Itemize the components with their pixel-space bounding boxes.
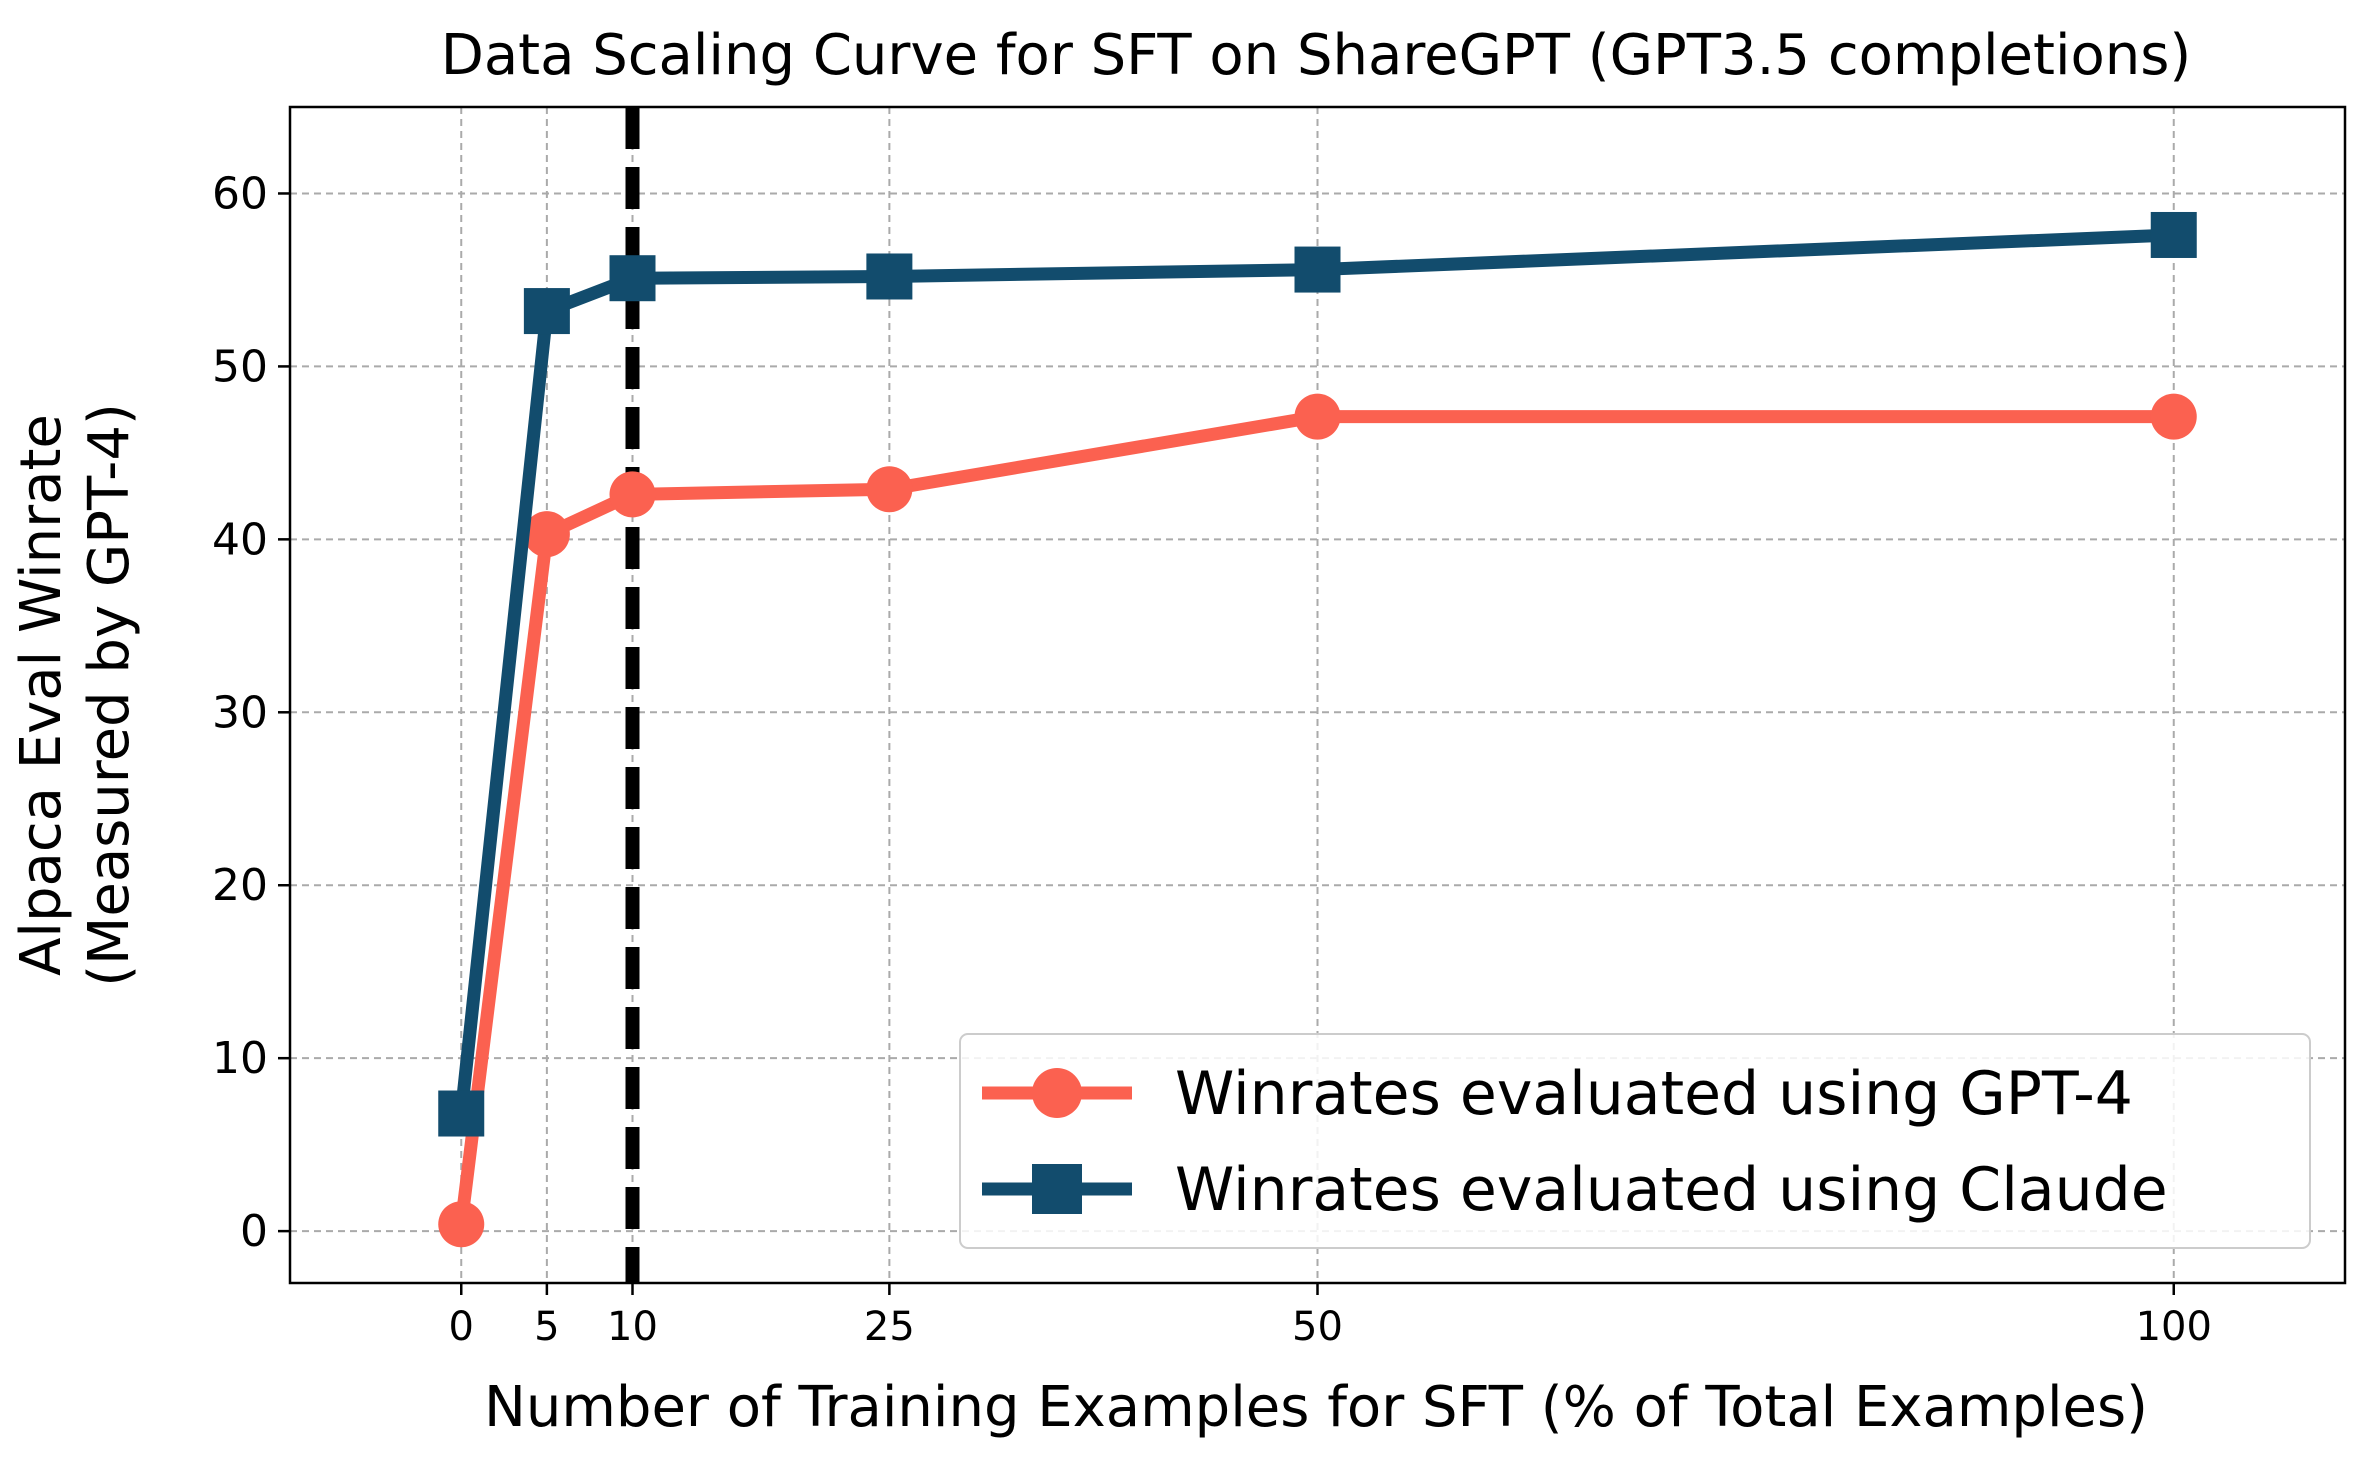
y-axis-label-line-2: (Measured by GPT-4) xyxy=(77,403,142,987)
data-point-circle xyxy=(2150,393,2197,440)
x-tick-label: 25 xyxy=(864,1304,915,1350)
x-tick-label: 5 xyxy=(534,1304,559,1350)
x-tick-label: 10 xyxy=(607,1304,658,1350)
series-layer xyxy=(438,211,2197,1248)
y-tick-label: 20 xyxy=(212,860,268,911)
series-1 xyxy=(438,393,2197,1248)
data-point-square xyxy=(523,288,570,335)
data-point-square xyxy=(2150,211,2197,258)
y-tick-label: 10 xyxy=(212,1033,268,1084)
legend-square-icon xyxy=(1032,1164,1082,1214)
y-axis-label-line-1: Alpaca Eval Winrate xyxy=(9,414,74,976)
legend-label: Winrates evaluated using Claude xyxy=(1175,1155,2168,1225)
x-tick-label: 0 xyxy=(449,1304,474,1350)
data-point-circle xyxy=(609,471,656,518)
y-tick-label: 0 xyxy=(240,1206,268,1257)
y-tick-label: 30 xyxy=(212,687,268,738)
data-point-square xyxy=(1294,246,1341,293)
data-point-square xyxy=(866,253,913,300)
data-point-square xyxy=(438,1090,485,1137)
x-tick-label: 100 xyxy=(2136,1304,2212,1350)
series-line xyxy=(454,410,2174,1226)
x-tick-label: 50 xyxy=(1292,1304,1343,1350)
legend-label: Winrates evaluated using GPT-4 xyxy=(1175,1059,2133,1129)
y-tick-label: 50 xyxy=(212,341,268,392)
data-point-circle xyxy=(438,1201,485,1248)
data-point-circle xyxy=(1294,393,1341,440)
series-2 xyxy=(438,211,2197,1137)
legend-entry: Winrates evaluated using GPT-4 xyxy=(982,1059,2133,1129)
legend-entry: Winrates evaluated using Claude xyxy=(982,1155,2168,1225)
legend: Winrates evaluated using GPT-4 Winrates e… xyxy=(959,1033,2311,1249)
axis-ticks: 0 5 10 25 50 100 0 10 20 30 40 50 60 xyxy=(212,168,2212,1350)
data-point-circle xyxy=(523,511,570,558)
y-tick-label: 60 xyxy=(212,168,268,219)
series-line xyxy=(454,228,2175,1115)
data-point-square xyxy=(609,255,656,302)
chart-title: Data Scaling Curve for SFT on ShareGPT (… xyxy=(441,23,2192,88)
legend-box xyxy=(959,1033,2311,1249)
legend-circle-icon xyxy=(1032,1068,1082,1118)
data-point-circle xyxy=(866,466,913,513)
x-axis-label: Number of Training Examples for SFT (% o… xyxy=(484,1375,2148,1440)
y-tick-label: 40 xyxy=(212,514,268,565)
